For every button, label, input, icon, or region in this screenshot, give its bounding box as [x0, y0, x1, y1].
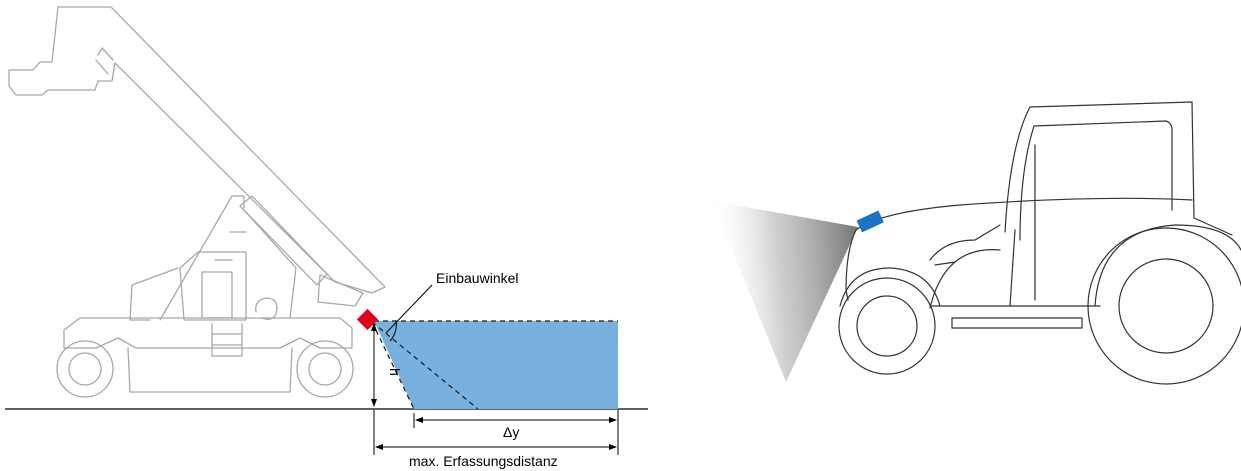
- left-figure: h Δy max. Erfassungsdistanz Einbauwinkel: [5, 6, 648, 469]
- max-distance-dimension: [373, 410, 617, 455]
- sensor-beam: [712, 201, 858, 382]
- tractor-icon: [838, 101, 1241, 385]
- height-label: h: [387, 368, 403, 376]
- reach-stacker-icon: [8, 6, 386, 398]
- mount-angle-label: Einbauwinkel: [436, 270, 519, 286]
- delta-y-dimension: [413, 410, 619, 455]
- field-left-dashed-edge: [371, 321, 415, 410]
- max-distance-label: max. Erfassungsdistanz: [409, 453, 558, 469]
- sensor-icon: [856, 210, 884, 233]
- mount-angle-leader: [385, 284, 433, 334]
- right-figure: [712, 101, 1241, 385]
- field-center-dashed-line: [371, 321, 479, 410]
- detection-field: [374, 321, 618, 409]
- delta-y-label: Δy: [503, 424, 519, 440]
- height-dimension: [371, 323, 377, 407]
